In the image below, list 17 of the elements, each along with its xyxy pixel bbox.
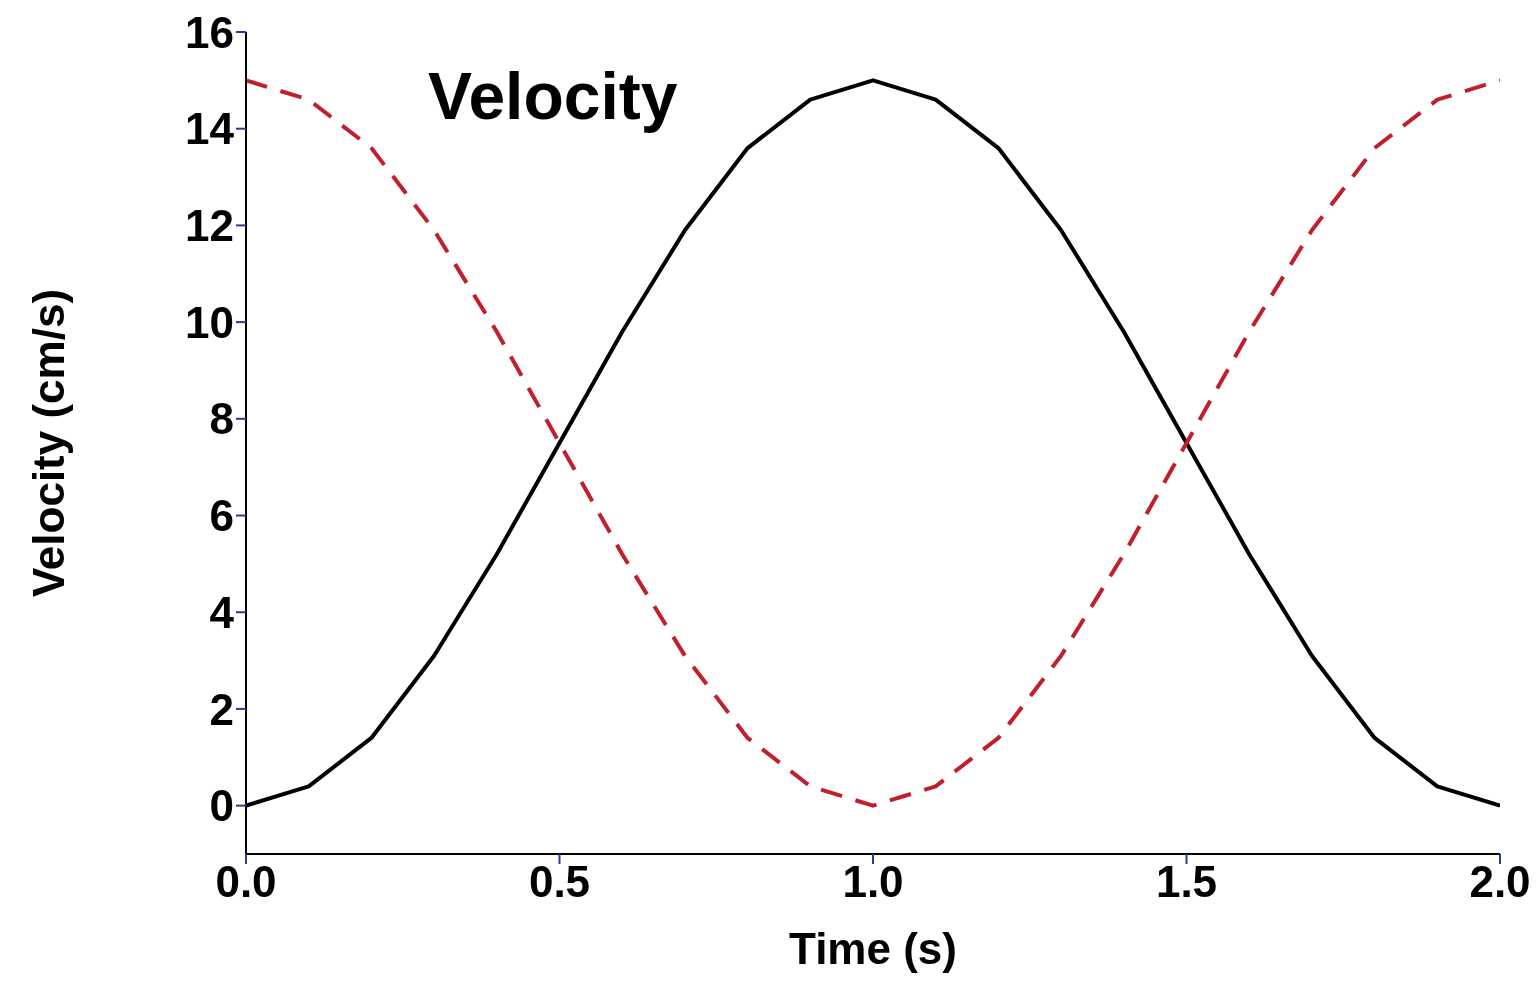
chart-title: Velocity <box>428 58 678 134</box>
y-tick-label: 8 <box>209 394 234 444</box>
y-tick-label: 0 <box>209 781 234 831</box>
x-axis-title: Time (s) <box>789 924 957 973</box>
y-tick-label: 10 <box>185 297 234 347</box>
y-tick-label: 12 <box>185 201 234 251</box>
y-tick-label: 14 <box>185 104 235 154</box>
x-tick-label: 1.5 <box>1155 857 1218 907</box>
y-tick-label: 4 <box>209 587 235 637</box>
y-tick-label: 6 <box>209 491 234 541</box>
x-tick-label: 2.0 <box>1469 857 1531 907</box>
y-axis-title: Velocity (cm/s) <box>23 288 73 598</box>
y-tick-label: 2 <box>209 684 234 734</box>
x-tick-label: 0.5 <box>528 857 591 907</box>
x-tick-label: 1.0 <box>842 857 904 907</box>
y-tick-label: 16 <box>185 7 234 57</box>
x-tick-label: 0.0 <box>215 857 277 907</box>
